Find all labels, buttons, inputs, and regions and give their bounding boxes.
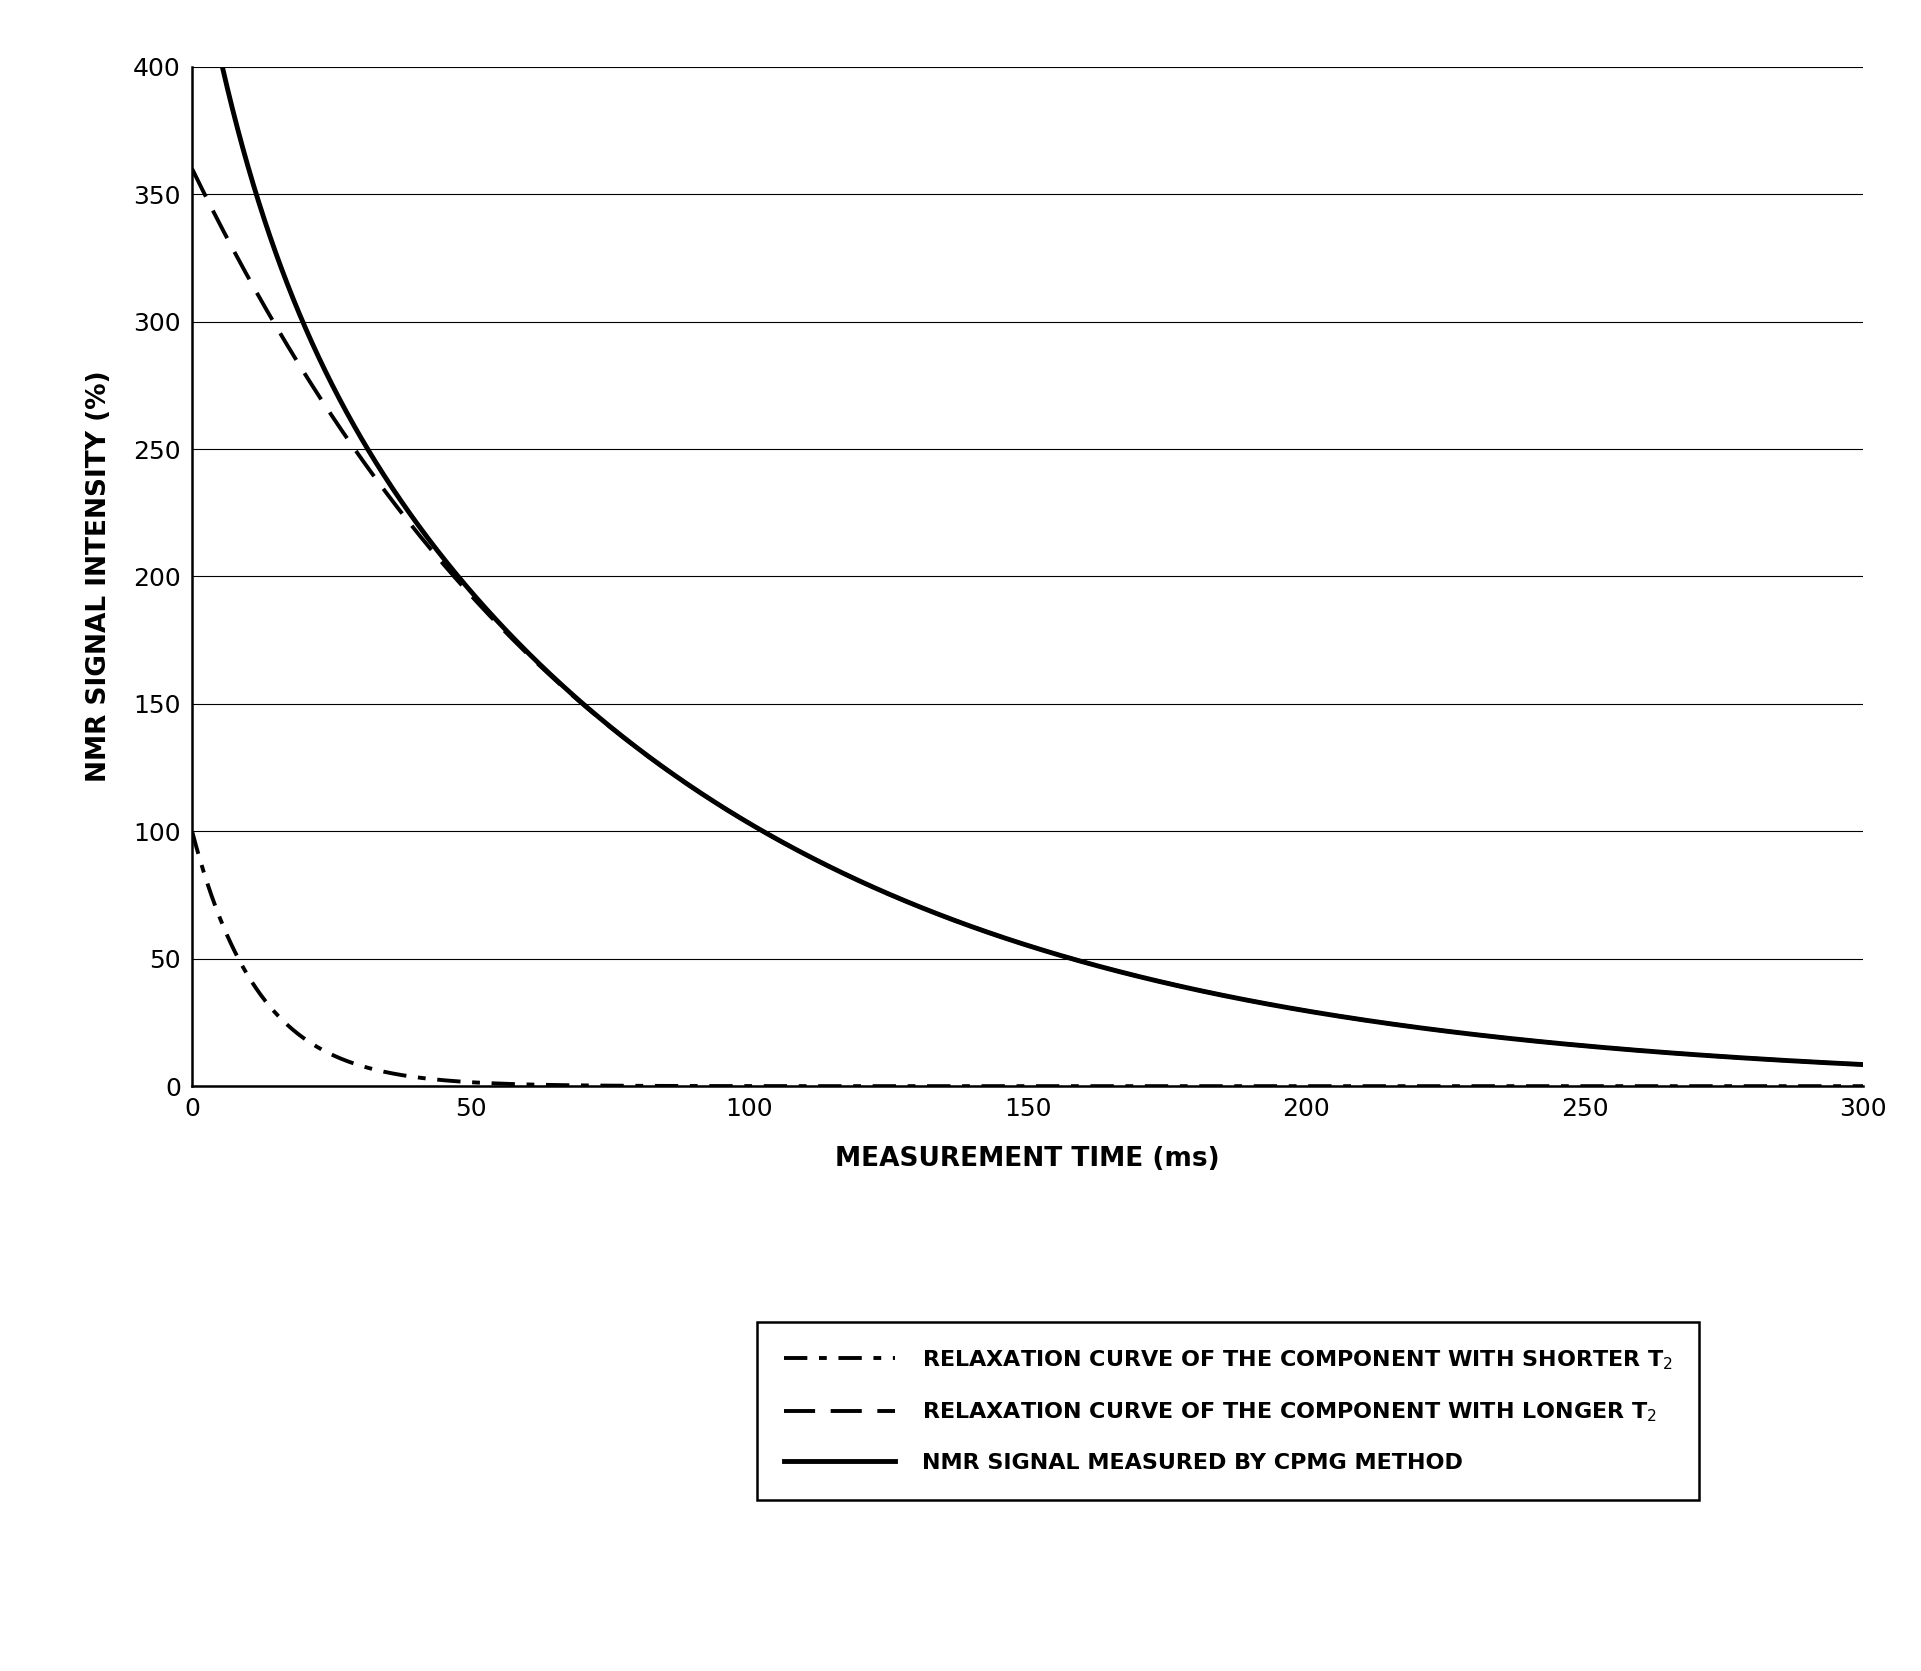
NMR SIGNAL MEASURED BY CPMG METHOD [1819, 1053, 1842, 1073]
RELAXATION CURVE OF THE COMPONENT WITH LONGER T$_2$ [1819, 1053, 1842, 1073]
NMR SIGNAL MEASURED BY CPMG METHOD [1852, 1054, 1875, 1074]
Y-axis label: NMR SIGNAL INTENSITY (%): NMR SIGNAL INTENSITY (%) [86, 371, 113, 782]
RELAXATION CURVE OF THE COMPONENT WITH SHORTER T$_2$ [471, 1073, 494, 1093]
NMR SIGNAL MEASURED BY CPMG METHOD [893, 891, 916, 911]
RELAXATION CURVE OF THE COMPONENT WITH SHORTER T$_2$ [1639, 1076, 1662, 1096]
NMR SIGNAL MEASURED BY CPMG METHOD [471, 593, 494, 613]
RELAXATION CURVE OF THE COMPONENT WITH LONGER T$_2$ [893, 891, 916, 911]
Line: RELAXATION CURVE OF THE COMPONENT WITH LONGER T$_2$: RELAXATION CURVE OF THE COMPONENT WITH L… [192, 169, 1863, 1064]
RELAXATION CURVE OF THE COMPONENT WITH LONGER T$_2$ [371, 478, 394, 498]
Legend: RELAXATION CURVE OF THE COMPONENT WITH SHORTER T$_2$, RELAXATION CURVE OF THE CO: RELAXATION CURVE OF THE COMPONENT WITH S… [757, 1322, 1700, 1501]
RELAXATION CURVE OF THE COMPONENT WITH SHORTER T$_2$ [822, 1076, 845, 1096]
RELAXATION CURVE OF THE COMPONENT WITH SHORTER T$_2$ [181, 822, 204, 842]
RELAXATION CURVE OF THE COMPONENT WITH SHORTER T$_2$ [893, 1076, 916, 1096]
RELAXATION CURVE OF THE COMPONENT WITH LONGER T$_2$ [1639, 1041, 1662, 1061]
RELAXATION CURVE OF THE COMPONENT WITH LONGER T$_2$ [181, 159, 204, 179]
RELAXATION CURVE OF THE COMPONENT WITH LONGER T$_2$ [822, 859, 845, 879]
RELAXATION CURVE OF THE COMPONENT WITH SHORTER T$_2$ [1852, 1076, 1875, 1096]
RELAXATION CURVE OF THE COMPONENT WITH SHORTER T$_2$ [1819, 1076, 1842, 1096]
NMR SIGNAL MEASURED BY CPMG METHOD [822, 859, 845, 879]
Line: RELAXATION CURVE OF THE COMPONENT WITH SHORTER T$_2$: RELAXATION CURVE OF THE COMPONENT WITH S… [192, 832, 1863, 1086]
X-axis label: MEASUREMENT TIME (ms): MEASUREMENT TIME (ms) [836, 1146, 1220, 1173]
RELAXATION CURVE OF THE COMPONENT WITH LONGER T$_2$ [471, 597, 494, 617]
NMR SIGNAL MEASURED BY CPMG METHOD [1639, 1041, 1662, 1061]
RELAXATION CURVE OF THE COMPONENT WITH LONGER T$_2$ [1852, 1054, 1875, 1074]
RELAXATION CURVE OF THE COMPONENT WITH SHORTER T$_2$ [371, 1061, 394, 1081]
NMR SIGNAL MEASURED BY CPMG METHOD [371, 463, 394, 483]
Line: NMR SIGNAL MEASURED BY CPMG METHOD: NMR SIGNAL MEASURED BY CPMG METHOD [192, 0, 1863, 1064]
